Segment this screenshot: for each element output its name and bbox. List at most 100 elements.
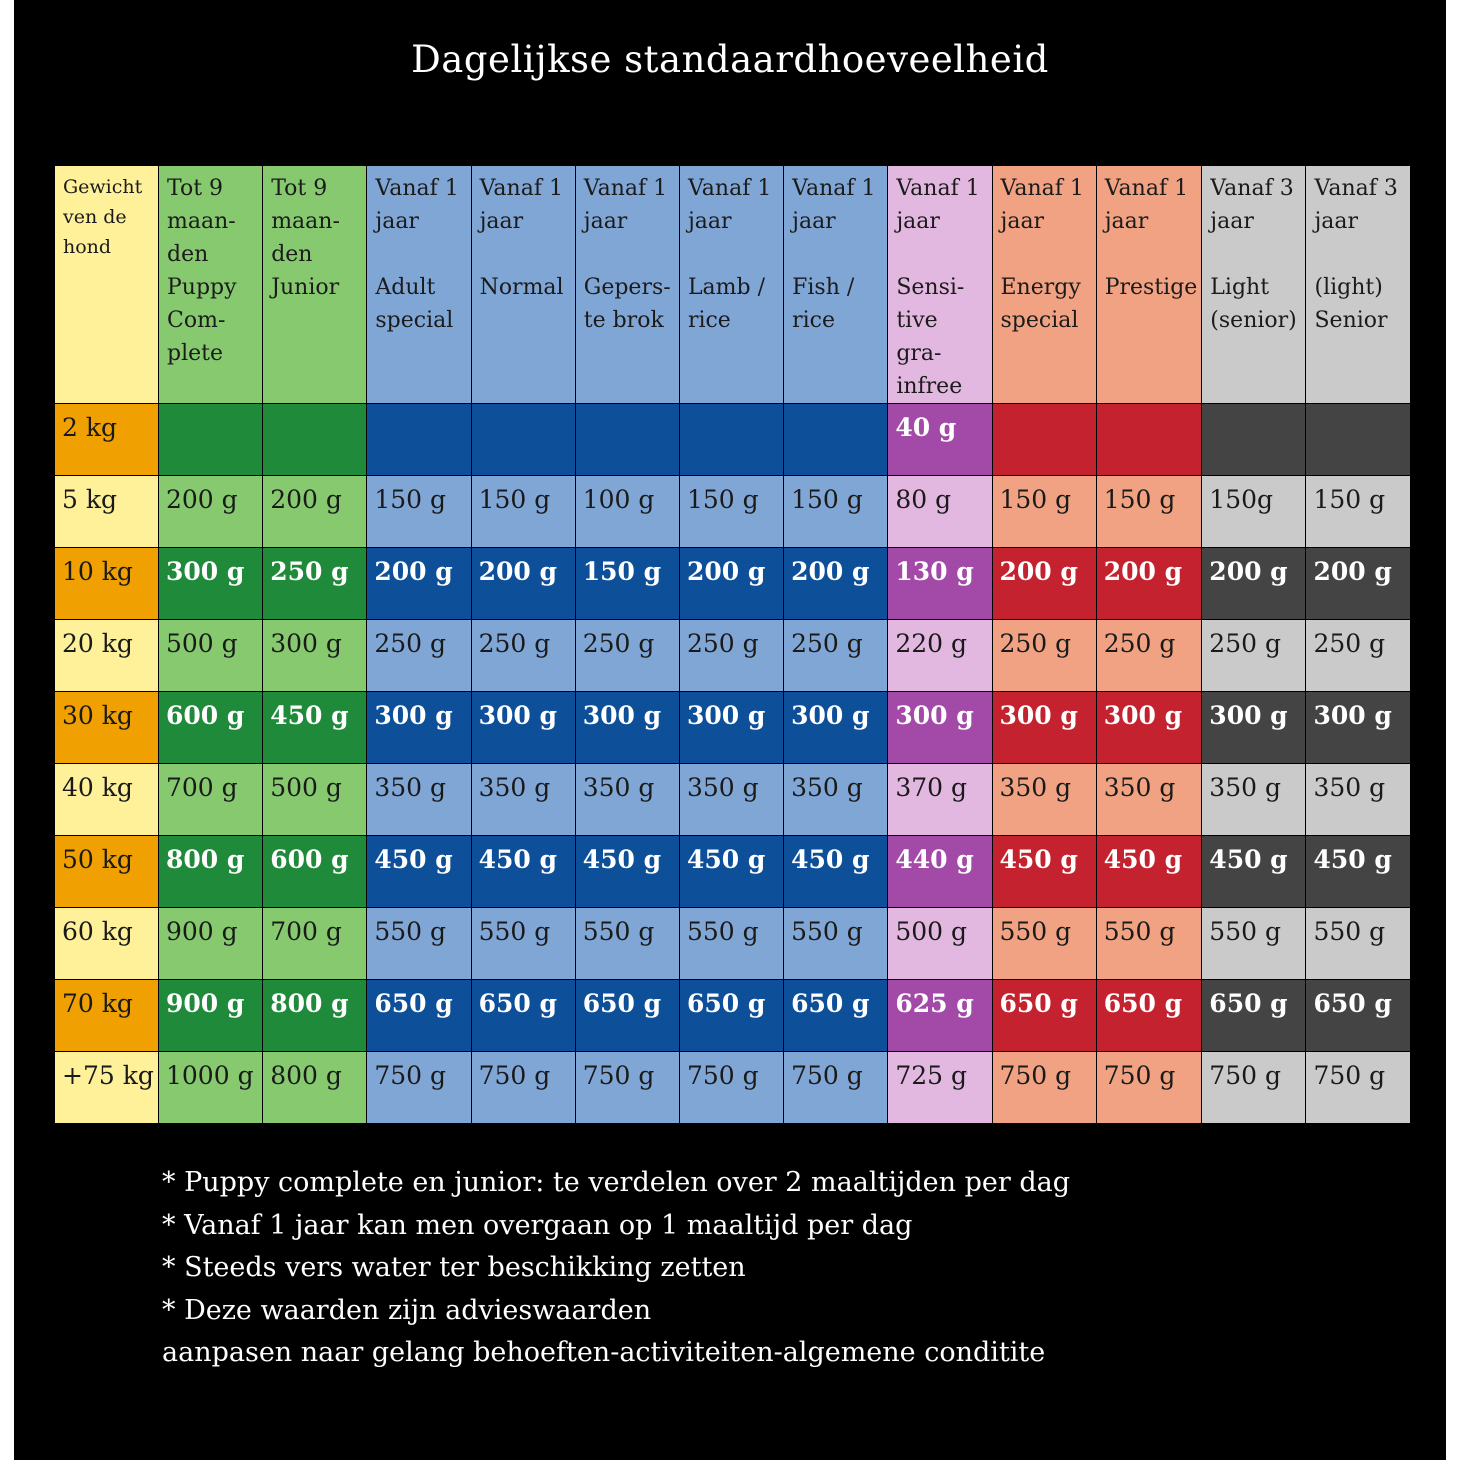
column-header: Tot 9 maan-den Puppy Com-plete	[157, 165, 264, 404]
column-header: Vanaf 1 jaar Lamb / rice	[678, 165, 785, 404]
weight-cell: 60 kg	[54, 907, 159, 980]
amount-cell: 250 g	[1095, 619, 1203, 692]
amount-cell: 650 g	[678, 979, 785, 1052]
amount-cell: 200 g	[783, 547, 889, 620]
amount-cell: 200 g	[991, 547, 1097, 620]
amount-cell	[1095, 403, 1203, 476]
amount-cell	[783, 403, 889, 476]
note-line: * Puppy complete en junior: te verdelen …	[162, 1167, 1070, 1198]
amount-cell: 200 g	[262, 475, 368, 548]
note-line: * Vanaf 1 jaar kan men overgaan op 1 maa…	[162, 1209, 913, 1241]
amount-cell	[1201, 403, 1307, 476]
amount-cell: 600 g	[157, 691, 264, 764]
table-row: 50 kg 800 g 600 g 450 g 450 g 450 g 450 g 450 g…	[54, 835, 1411, 908]
amount-cell: 650 g	[1201, 979, 1307, 1052]
amount-cell: 750 g	[678, 1051, 785, 1124]
amount-cell: 220 g	[887, 619, 993, 692]
weight-cell: 2 kg	[54, 403, 159, 476]
amount-cell: 600 g	[262, 835, 368, 908]
column-header: Vanaf 1 jaar Prestige	[1095, 165, 1203, 404]
amount-cell: 550 g	[991, 907, 1097, 980]
amount-cell: 500 g	[887, 907, 993, 980]
amount-cell: 450 g	[1095, 835, 1203, 908]
column-header: Vanaf 1 jaar Fish / rice	[783, 165, 889, 404]
amount-cell: 300 g	[783, 691, 889, 764]
amount-cell: 550 g	[470, 907, 576, 980]
weight-cell: 70 kg	[54, 979, 159, 1052]
amount-cell: 650 g	[783, 979, 889, 1052]
amount-cell: 250 g	[678, 619, 785, 692]
amount-cell: 500 g	[262, 763, 368, 836]
amount-cell: 625 g	[887, 979, 993, 1052]
amount-cell: 750 g	[783, 1051, 889, 1124]
amount-cell: 550 g	[1201, 907, 1307, 980]
amount-cell: 500 g	[157, 619, 264, 692]
amount-cell: 100 g	[574, 475, 680, 548]
amount-cell: 250 g	[1305, 619, 1411, 692]
amount-cell: 440 g	[887, 835, 993, 908]
page-title: Dagelijkse standaardhoeveelheid	[411, 38, 1049, 81]
amount-cell	[157, 403, 264, 476]
amount-cell: 650 g	[1305, 979, 1411, 1052]
amount-cell: 650 g	[470, 979, 576, 1052]
amount-cell: 550 g	[1095, 907, 1203, 980]
amount-cell	[574, 403, 680, 476]
amount-cell: 550 g	[1305, 907, 1411, 980]
amount-cell: 350 g	[366, 763, 472, 836]
amount-cell: 550 g	[783, 907, 889, 980]
amount-cell: 450 g	[470, 835, 576, 908]
amount-cell: 150g	[1201, 475, 1307, 548]
amount-cell: 1000 g	[157, 1051, 264, 1124]
amount-cell: 550 g	[678, 907, 785, 980]
column-header: Vanaf 1 jaar Gepers-te brok	[574, 165, 680, 404]
column-header: Vanaf 1 jaar Adult special	[366, 165, 472, 404]
amount-cell: 150 g	[991, 475, 1097, 548]
amount-cell: 80 g	[887, 475, 993, 548]
amount-cell: 750 g	[366, 1051, 472, 1124]
amount-cell: 40 g	[887, 403, 993, 476]
amount-cell: 150 g	[678, 475, 785, 548]
column-header: Tot 9 maan-den Junior	[262, 165, 368, 404]
amount-cell: 450 g	[991, 835, 1097, 908]
amount-cell: 800 g	[262, 979, 368, 1052]
amount-cell: 300 g	[262, 619, 368, 692]
amount-cell: 150 g	[1095, 475, 1203, 548]
column-header: Vanaf 3 jaar Light (senior)	[1201, 165, 1307, 404]
amount-cell: 250 g	[470, 619, 576, 692]
amount-cell: 300 g	[470, 691, 576, 764]
amount-cell: 200 g	[678, 547, 785, 620]
amount-cell	[678, 403, 785, 476]
amount-cell: 150 g	[470, 475, 576, 548]
amount-cell: 550 g	[574, 907, 680, 980]
amount-cell: 300 g	[574, 691, 680, 764]
column-header: Vanaf 3 jaar (light) Senior	[1305, 165, 1411, 404]
amount-cell: 450 g	[574, 835, 680, 908]
table-row: 70 kg 900 g 800 g 650 g 650 g 650 g 650 g 650 g…	[54, 979, 1411, 1052]
amount-cell: 200 g	[157, 475, 264, 548]
amount-cell: 650 g	[366, 979, 472, 1052]
amount-cell: 350 g	[574, 763, 680, 836]
table-row: 60 kg 900 g 700 g 550 g 550 g 550 g 550 g 550 g…	[54, 907, 1411, 980]
table-row: 30 kg 600 g 450 g 300 g 300 g 300 g 300 g 300 g…	[54, 691, 1411, 764]
amount-cell: 200 g	[1305, 547, 1411, 620]
amount-cell: 250 g	[366, 619, 472, 692]
amount-cell: 350 g	[470, 763, 576, 836]
notes-block: * Puppy complete en junior: te verdelen …	[162, 1162, 1070, 1375]
weight-cell: 40 kg	[54, 763, 159, 836]
amount-cell: 200 g	[1095, 547, 1203, 620]
weight-cell: 5 kg	[54, 475, 159, 548]
table-row: +75 kg 1000 g 800 g 750 g 750 g 750 g 750 g 750…	[54, 1051, 1411, 1124]
amount-cell: 750 g	[574, 1051, 680, 1124]
amount-cell: 725 g	[887, 1051, 993, 1124]
amount-cell: 300 g	[157, 547, 264, 620]
amount-cell: 200 g	[1201, 547, 1307, 620]
amount-cell: 350 g	[783, 763, 889, 836]
amount-cell: 450 g	[1201, 835, 1307, 908]
amount-cell: 200 g	[366, 547, 472, 620]
column-header: Vanaf 1 jaar Sensi-tive gra-infree	[887, 165, 993, 404]
amount-cell: 750 g	[470, 1051, 576, 1124]
amount-cell: 130 g	[887, 547, 993, 620]
amount-cell	[470, 403, 576, 476]
